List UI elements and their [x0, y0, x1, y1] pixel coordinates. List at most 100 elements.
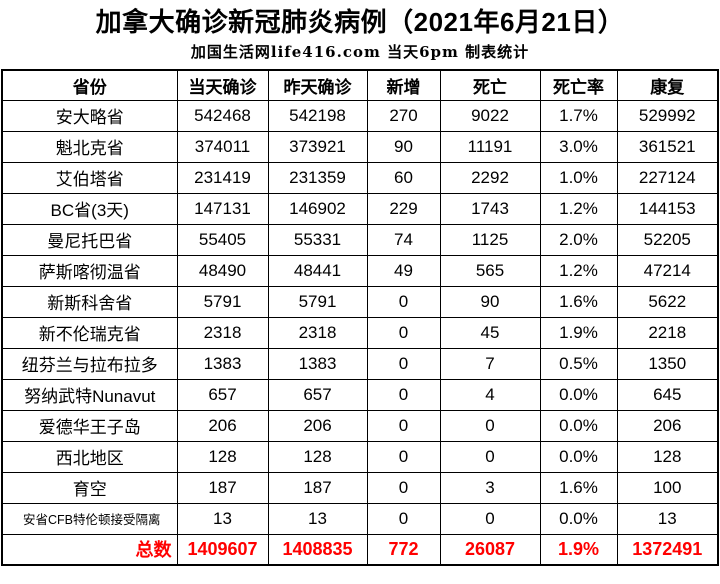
value-cell: 147131: [176, 192, 269, 225]
value-cell: 48490: [176, 254, 269, 287]
table-row: 努纳武特Nunavut 657 657 0 4 0.0% 645: [1, 378, 719, 411]
value-cell: 1.6%: [539, 471, 618, 504]
value-cell: 542468: [176, 99, 269, 132]
value-cell: 3: [439, 471, 541, 504]
value-cell: 227124: [616, 161, 719, 194]
value-cell: 0: [366, 440, 441, 473]
table-row: 魁北克省 374011 373921 90 11191 3.0% 361521: [1, 130, 719, 163]
value-cell: 0: [366, 316, 441, 349]
value-cell: 5791: [267, 285, 368, 318]
value-cell: 144153: [616, 192, 719, 225]
value-cell: 55405: [176, 223, 269, 256]
value-cell: 13: [176, 502, 269, 535]
total-label: 总数: [1, 533, 178, 566]
value-cell: 529992: [616, 99, 719, 132]
total-value: 1409607: [176, 533, 269, 566]
value-cell: 657: [267, 378, 368, 411]
value-cell: 231419: [176, 161, 269, 194]
value-cell: 0.0%: [539, 409, 618, 442]
value-cell: 0: [366, 347, 441, 380]
value-cell: 60: [366, 161, 441, 194]
column-header: 死亡: [439, 69, 541, 101]
value-cell: 1743: [439, 192, 541, 225]
value-cell: 206: [616, 409, 719, 442]
value-cell: 1.0%: [539, 161, 618, 194]
value-cell: 5791: [176, 285, 269, 318]
province-cell: 曼尼托巴省: [1, 223, 178, 256]
page-subtitle: 加国生活网life416.com 当天6pm 制表统计: [190, 43, 530, 61]
page-title: 加拿大确诊新冠肺炎病例（2021年6月21日）: [95, 7, 625, 37]
value-cell: 1.9%: [539, 316, 618, 349]
value-cell: 565: [439, 254, 541, 287]
province-cell: 育空: [1, 471, 178, 504]
table-row: 纽芬兰与拉布拉多 1383 1383 0 7 0.5% 1350: [1, 347, 719, 380]
value-cell: 128: [267, 440, 368, 473]
value-cell: 1350: [616, 347, 719, 380]
value-cell: 2292: [439, 161, 541, 194]
column-header: 当天确诊: [176, 69, 269, 101]
province-cell: 西北地区: [1, 440, 178, 473]
value-cell: 0.0%: [539, 440, 618, 473]
province-cell: 爱德华王子岛: [1, 409, 178, 442]
value-cell: 7: [439, 347, 541, 380]
value-cell: 1.2%: [539, 192, 618, 225]
value-cell: 187: [176, 471, 269, 504]
province-cell: 安大略省: [1, 99, 178, 132]
column-header: 昨天确诊: [267, 69, 368, 101]
province-cell: BC省(3天): [1, 192, 178, 225]
value-cell: 4: [439, 378, 541, 411]
value-cell: 0: [366, 378, 441, 411]
value-cell: 0: [439, 409, 541, 442]
value-cell: 47214: [616, 254, 719, 287]
value-cell: 128: [616, 440, 719, 473]
value-cell: 3.0%: [539, 130, 618, 163]
total-value: 26087: [439, 533, 541, 566]
total-value: 772: [366, 533, 441, 566]
column-header: 康复: [616, 69, 719, 101]
total-value: 1372491: [616, 533, 719, 566]
value-cell: 0.0%: [539, 502, 618, 535]
header-row: 省份 当天确诊 昨天确诊 新增 死亡 死亡率 康复: [1, 69, 719, 101]
province-cell: 努纳武特Nunavut: [1, 378, 178, 411]
table-row: 西北地区 128 128 0 0 0.0% 128: [1, 440, 719, 473]
value-cell: 128: [176, 440, 269, 473]
table-row: 新不伦瑞克省 2318 2318 0 45 1.9% 2218: [1, 316, 719, 349]
total-value: 1408835: [267, 533, 368, 566]
table-row: 艾伯塔省 231419 231359 60 2292 1.0% 227124: [1, 161, 719, 194]
value-cell: 55331: [267, 223, 368, 256]
province-cell: 艾伯塔省: [1, 161, 178, 194]
table-row: 曼尼托巴省 55405 55331 74 1125 2.0% 52205: [1, 223, 719, 256]
table-row: 新斯科舍省 5791 5791 0 90 1.6% 5622: [1, 285, 719, 318]
value-cell: 100: [616, 471, 719, 504]
value-cell: 11191: [439, 130, 541, 163]
table-row: 育空 187 187 0 3 1.6% 100: [1, 471, 719, 504]
covid-stats-table: 省份 当天确诊 昨天确诊 新增 死亡 死亡率 康复 安大略省 542468 542198 270 9…: [1, 69, 719, 566]
value-cell: 2318: [176, 316, 269, 349]
value-cell: 1383: [267, 347, 368, 380]
value-cell: 206: [176, 409, 269, 442]
value-cell: 1.6%: [539, 285, 618, 318]
value-cell: 0: [366, 502, 441, 535]
value-cell: 13: [616, 502, 719, 535]
province-cell: 萨斯喀彻温省: [1, 254, 178, 287]
value-cell: 146902: [267, 192, 368, 225]
value-cell: 645: [616, 378, 719, 411]
column-header: 新增: [366, 69, 441, 101]
value-cell: 657: [176, 378, 269, 411]
total-value: 1.9%: [539, 533, 618, 566]
value-cell: 52205: [616, 223, 719, 256]
value-cell: 1.7%: [539, 99, 618, 132]
value-cell: 1125: [439, 223, 541, 256]
value-cell: 1.2%: [539, 254, 618, 287]
value-cell: 0.0%: [539, 378, 618, 411]
total-row: 总数 1409607 1408835 772 26087 1.9% 1372491: [1, 533, 719, 566]
value-cell: 373921: [267, 130, 368, 163]
table-row: BC省(3天) 147131 146902 229 1743 1.2% 144153: [1, 192, 719, 225]
table-header: 省份 当天确诊 昨天确诊 新增 死亡 死亡率 康复: [1, 69, 719, 101]
value-cell: 542198: [267, 99, 368, 132]
table-row: 安大略省 542468 542198 270 9022 1.7% 529992: [1, 99, 719, 132]
value-cell: 2.0%: [539, 223, 618, 256]
value-cell: 206: [267, 409, 368, 442]
province-cell: 纽芬兰与拉布拉多: [1, 347, 178, 380]
table-row: 爱德华王子岛 206 206 0 0 0.0% 206: [1, 409, 719, 442]
